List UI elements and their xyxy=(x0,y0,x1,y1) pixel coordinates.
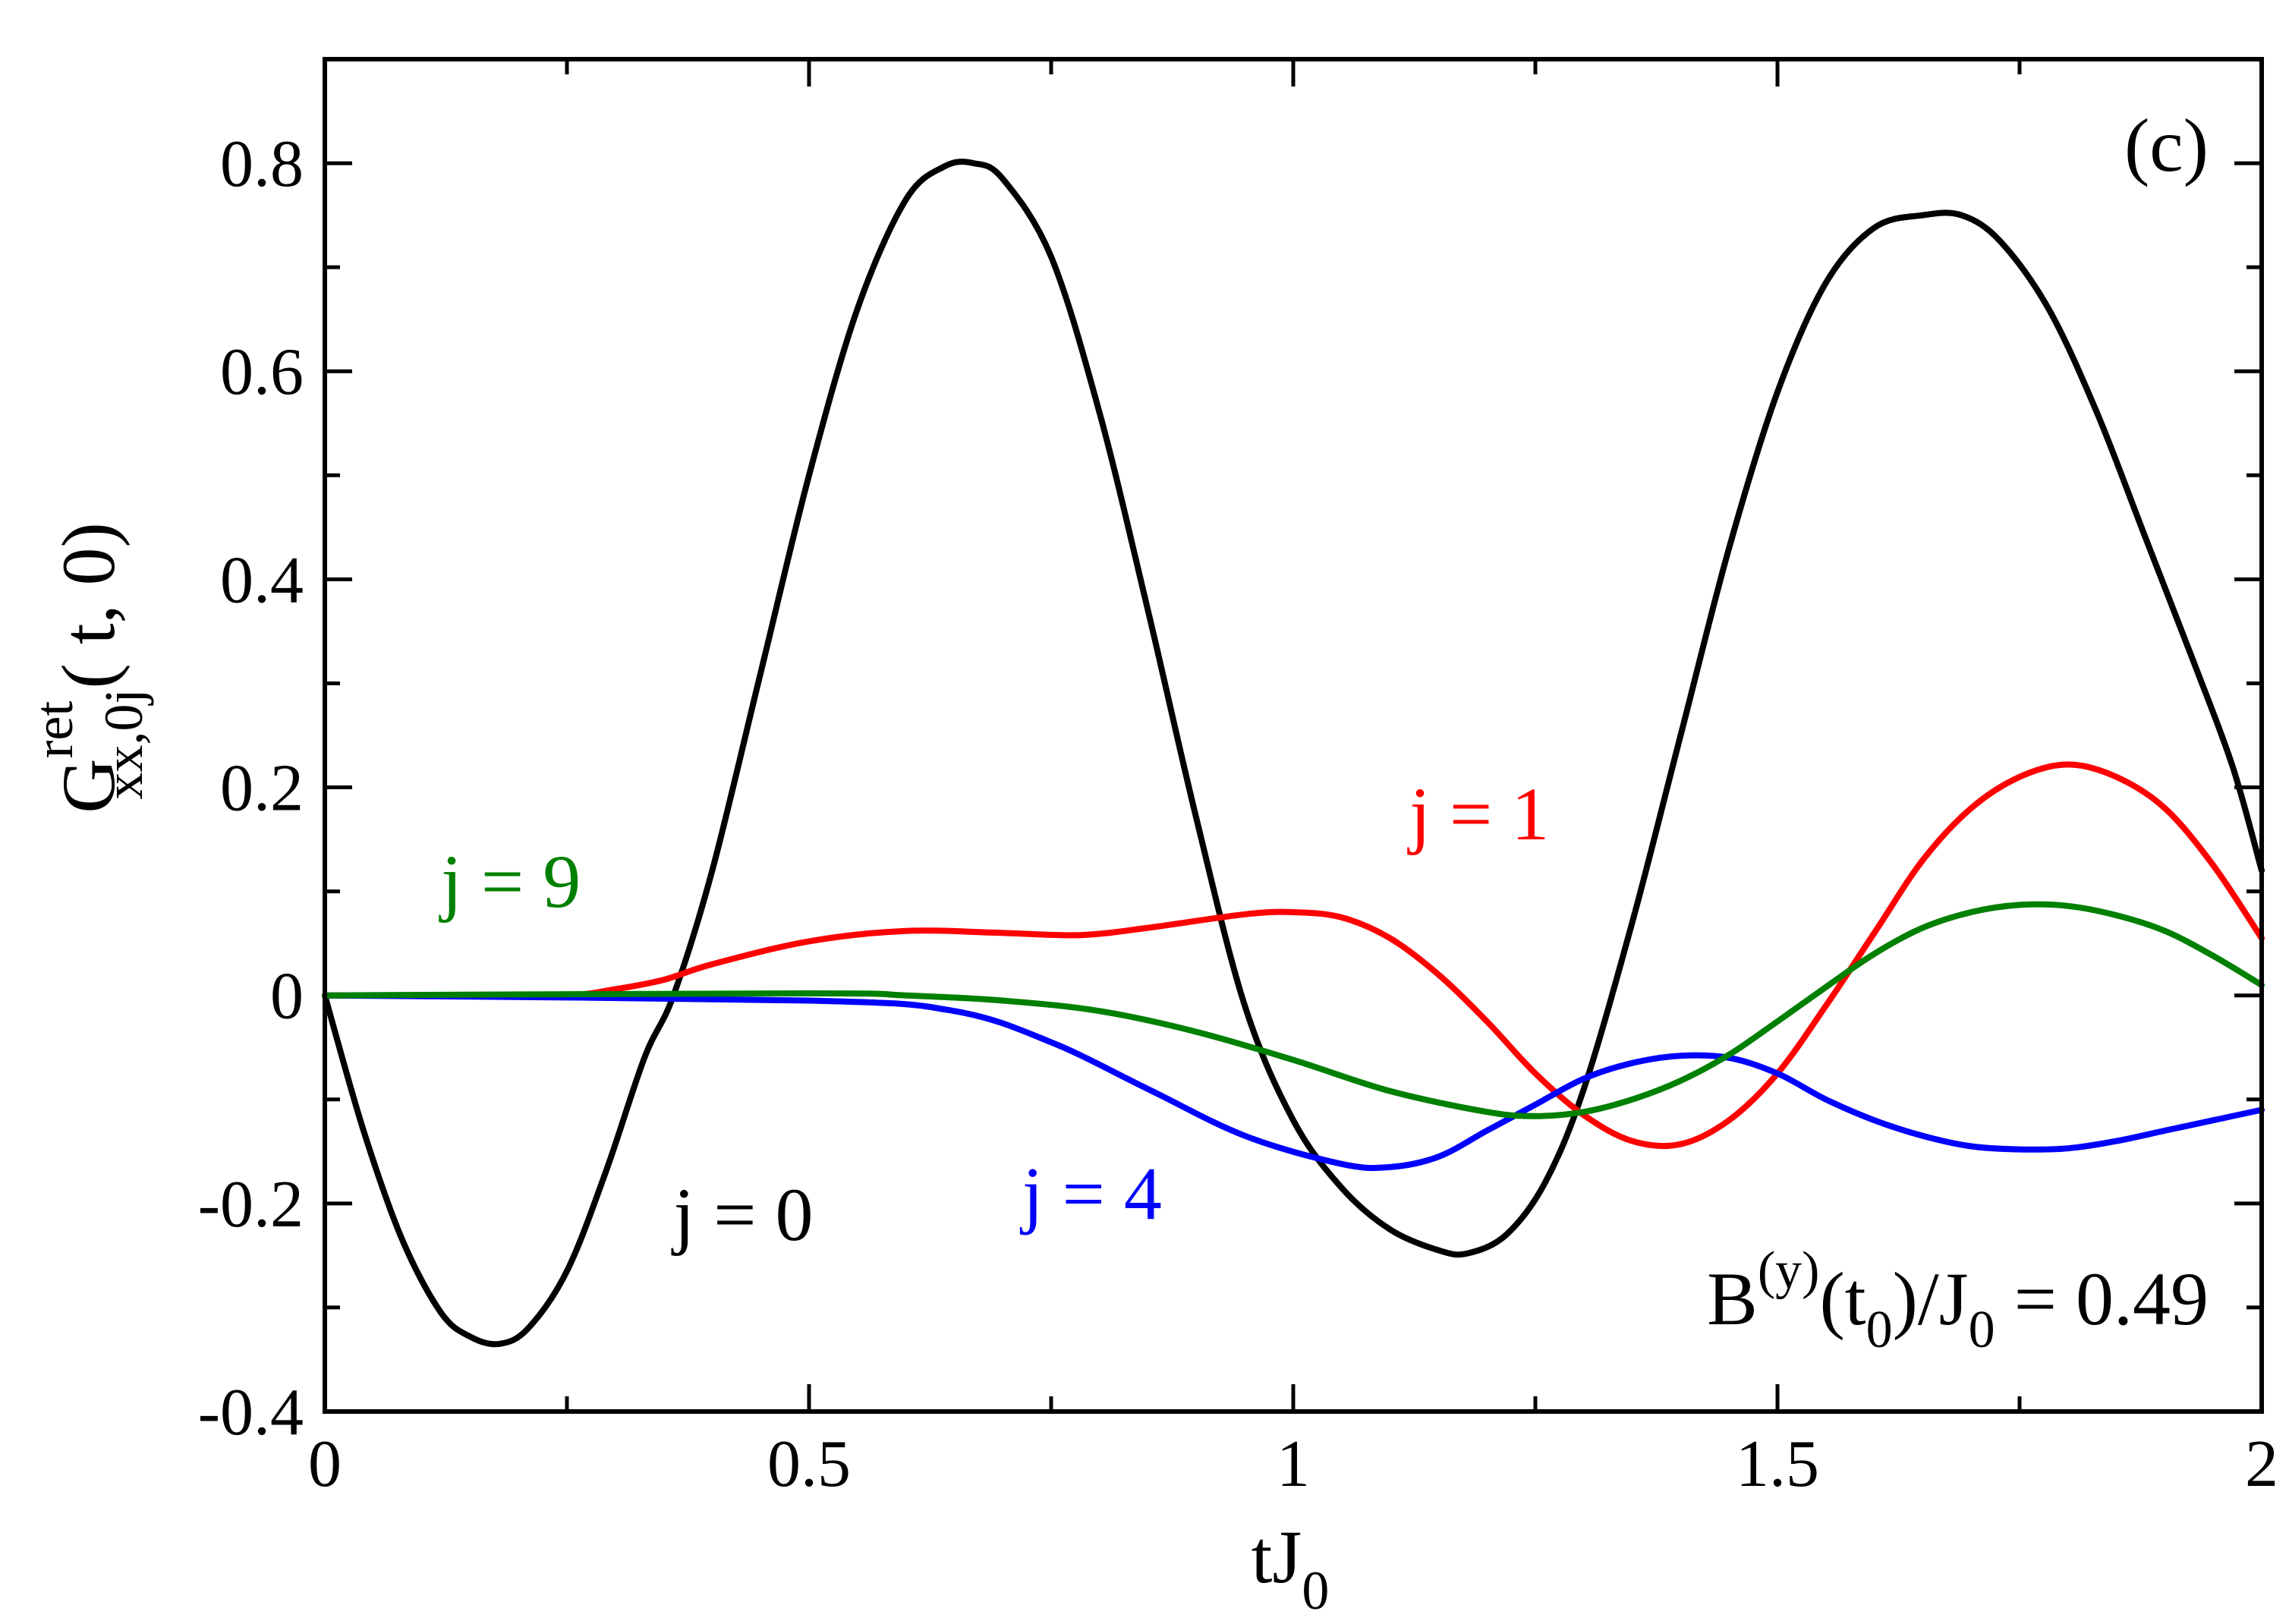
y-tick-label: 0.6 xyxy=(220,335,304,409)
x-axis-title-sub: 0 xyxy=(1302,1560,1329,1621)
series-line-0 xyxy=(322,159,2265,1348)
x-tick-label: 1.5 xyxy=(1736,1427,1819,1501)
annotation-mid-sub: 0 xyxy=(1866,1301,1893,1359)
tick-labels: 0 0.5 1 1.5 2 -0.4 -0.2 0 0.2 0.4 0.6 0.8 xyxy=(198,127,2278,1501)
series-labels: j = 0 j = 1 j = 4 j = 9 xyxy=(439,772,1549,1257)
series-label-0: j = 0 xyxy=(671,1172,813,1257)
x-tick-label: 0.5 xyxy=(767,1427,851,1501)
y-tick-label: 0 xyxy=(270,960,304,1034)
annotation-j: )/J xyxy=(1893,1257,1969,1341)
field-annotation: B(y)(t0)/J0 = 0.49 xyxy=(1707,1242,2209,1359)
series-line-2 xyxy=(322,992,2265,1172)
x-tick-label: 2 xyxy=(2245,1427,2278,1501)
plot-frame xyxy=(323,57,2264,1414)
x-axis-title-main: tJ xyxy=(1252,1515,1302,1599)
y-tick-label: 0.8 xyxy=(220,127,304,201)
x-tick-label: 1 xyxy=(1277,1427,1310,1501)
panel-label: (c) xyxy=(2124,103,2209,187)
annotation-b-sup: (y) xyxy=(1758,1242,1820,1300)
y-axis-title-main: G xyxy=(46,759,131,814)
y-axis-title: Gret xx,0j( t, 0) xyxy=(24,522,154,814)
series-line-1 xyxy=(322,761,2265,1150)
x-axis-title: tJ0 xyxy=(1252,1515,1330,1621)
y-axis-title-sub: xx,0j xyxy=(93,689,154,800)
annotation-b: B xyxy=(1707,1257,1758,1341)
annotation-tail: = 0.49 xyxy=(1995,1257,2209,1341)
annotation-mid: (t xyxy=(1820,1257,1866,1341)
x-tick-label: 0 xyxy=(308,1427,342,1501)
axis-ticks xyxy=(323,57,2264,1414)
plot-series xyxy=(322,159,2265,1348)
series-line-3 xyxy=(322,901,2265,1119)
y-tick-label: -0.2 xyxy=(198,1168,304,1242)
series-label-2: j = 4 xyxy=(1020,1151,1162,1235)
annotation-j-sub: 0 xyxy=(1969,1301,1995,1359)
series-label-3: j = 9 xyxy=(439,839,581,924)
y-tick-label: -0.4 xyxy=(198,1376,304,1449)
y-tick-label: 0.2 xyxy=(220,752,304,826)
y-axis-title-tail: ( t, 0) xyxy=(46,522,131,688)
series-label-1: j = 1 xyxy=(1407,772,1549,856)
y-tick-label: 0.4 xyxy=(220,543,304,617)
y-axis-title-sup: ret xyxy=(24,701,84,759)
